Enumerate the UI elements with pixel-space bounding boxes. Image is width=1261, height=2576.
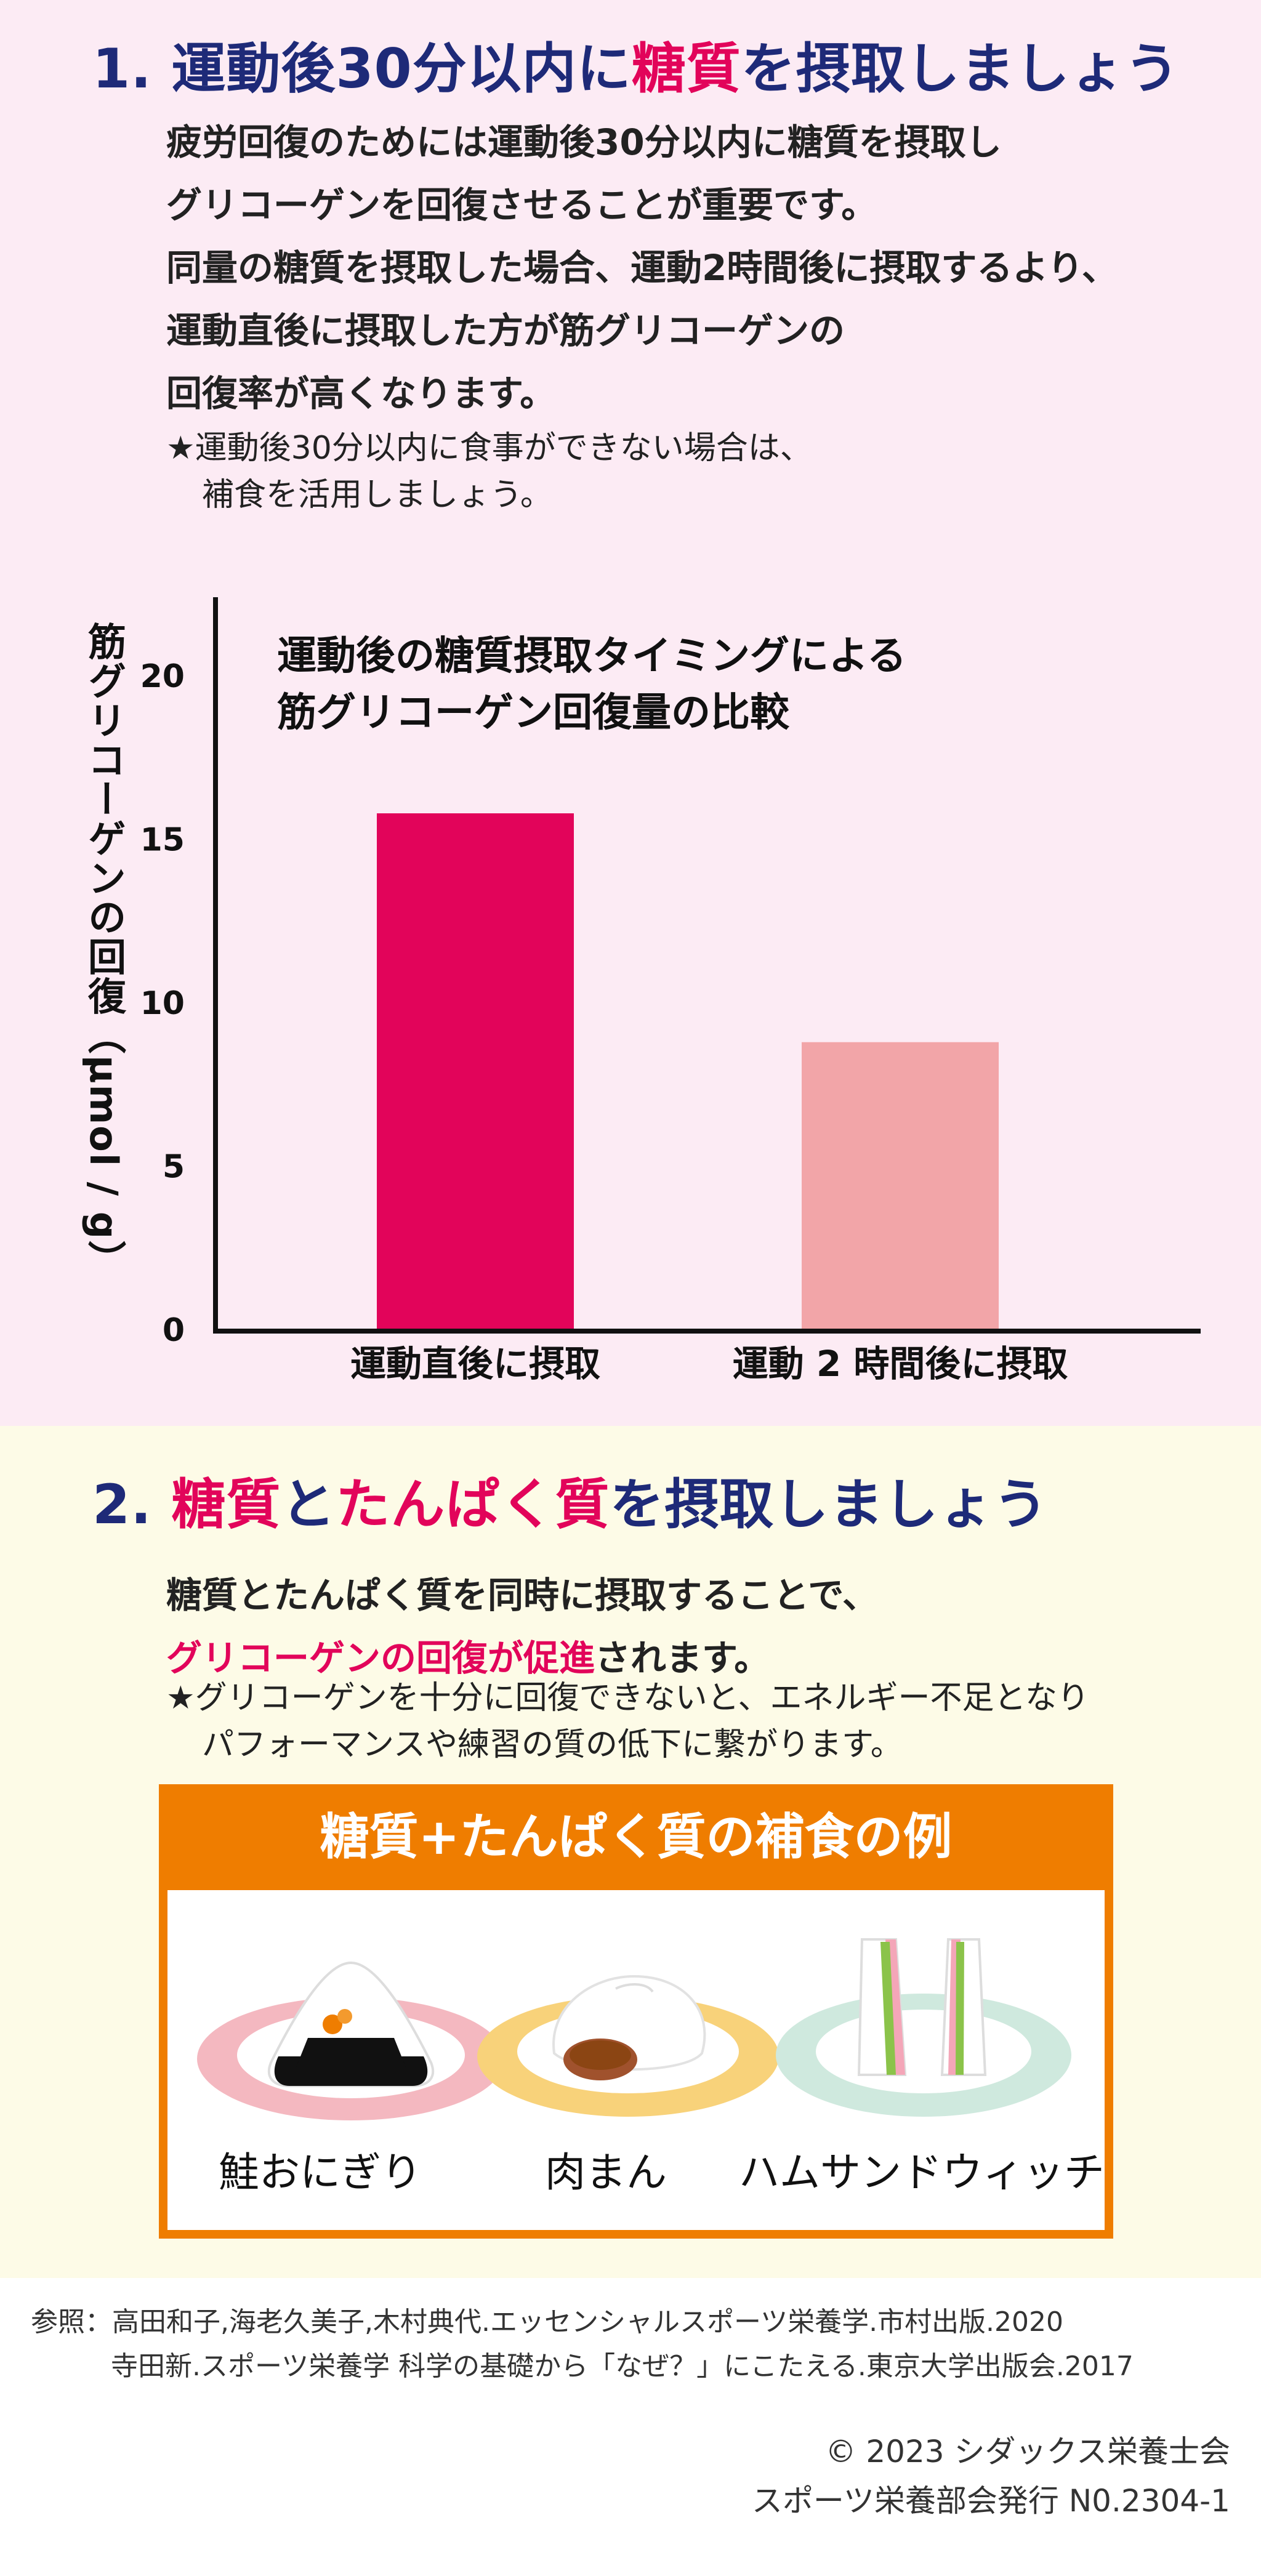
footer [0,2278,1261,2576]
bar-1 [377,813,574,1329]
section1-title-part2: を摂取しましょう [741,37,1180,100]
section2-paragraph: 糖質とたんぱく質を同時に摂取することで、 グリコーゲンの回復が促進されます。 [166,1564,878,1689]
section1-paragraph: 疲労回復のためには運動後30分以内に糖質を摂取し グリコーゲンを回復させることが… [166,111,1118,425]
section2-number: 2. [92,1473,152,1536]
copyright-line1: © 2023 シダックス栄養士会 [825,2434,1230,2469]
section1-title-highlight: 糖質 [631,37,741,100]
chart-title-line2: 筋グリコーゲン回復量の比較 [277,690,789,736]
section1-paragraph-line: グリコーゲンを回復させることが重要です。 [166,184,877,226]
y-tick-label: 5 [163,1149,185,1186]
snack-examples-title: 糖質+たんぱく質の補食の例 [320,1808,953,1866]
section-glycogen-timing [0,0,1261,1426]
section1-title-part1: 運動後30分以内に [171,37,632,100]
section1-paragraph-line: 疲労回復のためには運動後30分以内に糖質を摂取し [166,121,1002,163]
section2-paragraph-highlight: グリコーゲンの回復が促進 [166,1637,595,1679]
section2-paragraph-line2: グリコーゲンの回復が促進されます。 [166,1627,878,1689]
section1-note: ★運動後30分以内に食事ができない場合は、 補食を活用しましょう。 [166,425,812,518]
y-tick-label: 10 [140,985,185,1022]
section2-title-protein: たんぱく質 [336,1473,610,1536]
section1-paragraph-line: 回復率が高くなります。 [166,372,556,414]
section2-note-line1: ★グリコーゲンを十分に回復できないと、エネルギー不足となり [166,1680,1089,1717]
salmon-onigiri-icon [197,1961,505,2120]
food-label-onigiri: 鮭おにぎり [219,2149,422,2196]
x-category-label: 運動 2 時間後に摂取 [733,1343,1068,1385]
section2-paragraph-rest: されます。 [595,1637,770,1679]
bar-2 [802,1042,999,1329]
y-tick-label: 0 [163,1312,185,1349]
section1-paragraph-line: 同量の糖質を摂取した場合、運動2時間後に摂取するより、 [166,247,1118,289]
chart-title: 運動後の糖質摂取タイミングによる 筋グリコーゲン回復量の比較 [277,628,906,741]
y-tick-label: 20 [140,658,185,695]
food-illustrations [197,1938,1071,2120]
section2-title-rest: を摂取しましょう [610,1473,1049,1536]
section2-note-line2: パフォーマンスや練習の質の低下に繋がります。 [202,1726,903,1763]
food-label-sandwich: ハムサンドウィッチ [739,2149,1105,2196]
section2-paragraph-line1: 糖質とたんぱく質を同時に摂取することで、 [166,1574,878,1616]
ham-sandwich-icon [776,1938,1071,2117]
section2-note: ★グリコーゲンを十分に回復できないと、エネルギー不足となり パフォーマンスや練習… [166,1675,1089,1768]
chart-y-axis-label: 筋グリコーゲンの回復（μmol / g） [81,622,126,1280]
section2-heading: 2. 糖質とたんぱく質を摂取しましょう [92,1478,1048,1532]
section1-heading: 1. 運動後30分以内に糖質を摂取しましょう [92,42,1180,96]
copyright-line2: スポーツ栄養部会発行 N0.2304-1 [751,2483,1230,2519]
section2-title-carbs: 糖質 [171,1473,281,1536]
y-tick-label: 15 [140,822,185,859]
meat-bun-icon [477,1974,779,2117]
reference-line1: 参照：高田和子,海老久美子,木村典代.エッセンシャルスポーツ栄養学.市村出版.2… [31,2306,1064,2338]
glycogen-bar-chart: 0 5 10 15 20 運動直後に摂取 運動 2 時間後に摂取 [140,597,1201,1385]
chart-title-line1: 運動後の糖質摂取タイミングによる [277,634,907,679]
section1-paragraph-line: 運動直後に摂取した方が筋グリコーゲンの [166,310,845,352]
food-label-nikuman: 肉まん [545,2149,667,2196]
section1-number: 1. [92,37,152,100]
references: 参照：高田和子,海老久美子,木村典代.エッセンシャルスポーツ栄養学.市村出版.2… [31,2300,1134,2389]
x-category-label: 運動直後に摂取 [350,1343,600,1385]
section1-note-line1: ★運動後30分以内に食事ができない場合は、 [166,430,812,467]
section1-note-line2: 補食を活用しましょう。 [202,477,552,513]
copyright: © 2023 シダックス栄養士会 スポーツ栄養部会発行 N0.2304-1 [752,2427,1230,2526]
reference-line2: 寺田新.スポーツ栄養学 科学の基礎から「なぜ？」にこたえる.東京大学出版会.20… [111,2351,1134,2382]
section2-title-and: と [281,1473,336,1536]
